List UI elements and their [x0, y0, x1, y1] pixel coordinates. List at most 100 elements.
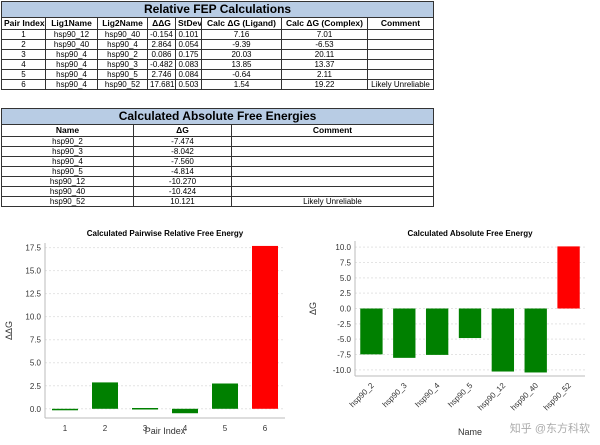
fep-table-cell: hsp90_40 — [97, 29, 148, 40]
x-axis-label: Pair Index — [145, 426, 186, 436]
fep-table-cell: 13.37 — [281, 59, 368, 70]
fep-table-cell: hsp90_3 — [97, 59, 148, 70]
abs-table-cell: Likely Unreliable — [230, 196, 435, 207]
fep-table-cell: 0.503 — [175, 79, 202, 90]
y-tick-label: -7.5 — [337, 351, 351, 360]
fep-table-cell: 7.01 — [281, 29, 368, 40]
y-tick-label: -10.0 — [333, 366, 352, 375]
abs-table-cell — [230, 136, 435, 147]
abs-table-cell — [230, 146, 435, 157]
abs-table-row: hsp90_3 -8.042 — [1, 146, 435, 157]
abs-table-title: Calculated Absolute Free Energies — [0, 108, 435, 125]
y-tick-label: 12.5 — [25, 290, 41, 299]
fep-table-cell: 4 — [1, 59, 46, 70]
abs-table-cell: hsp90_12 — [1, 176, 134, 187]
fep-table-cell: hsp90_5 — [97, 69, 148, 80]
fep-table-cell: 0.175 — [175, 49, 202, 60]
absolute-energy-chart: Calculated Absolute Free Energy 10.0 7.5 5.… — [300, 225, 600, 440]
fep-table-cell — [366, 69, 435, 80]
fep-table-cell: 19.22 — [281, 79, 368, 90]
fep-table-header-cell: StDev — [175, 17, 202, 30]
abs-table-body: hsp90_2 -7.474 hsp90_3 -8.042 hsp90_4 -7.560 h… — [1, 136, 435, 207]
fep-table-row: 2 hsp90_40 hsp90_4 2.864 0.054 -9.39 -6.53 — [1, 39, 435, 50]
fep-table-cell: hsp90_12 — [45, 29, 98, 40]
fep-table-cell: 2 — [1, 39, 46, 50]
fep-table-title: Relative FEP Calculations — [0, 1, 435, 18]
fep-table-cell — [366, 39, 435, 50]
fep-table-cell: 2.11 — [281, 69, 368, 80]
abs-table-cell: hsp90_2 — [1, 136, 134, 147]
x-tick-label: 4 — [183, 424, 188, 433]
bar — [393, 308, 416, 358]
abs-table-row: hsp90_2 -7.474 — [1, 136, 435, 147]
fep-table-cell: 20.03 — [201, 49, 282, 60]
fep-table-cell: -0.154 — [147, 29, 176, 40]
y-tick-label: 5.0 — [340, 274, 352, 283]
bar — [491, 308, 515, 372]
fep-table-cell: hsp90_4 — [45, 79, 98, 90]
fep-table-cell: 13.85 — [201, 59, 282, 70]
chart-title: Calculated Pairwise Relative Free Energy — [87, 229, 244, 238]
abs-table-row: hsp90_52 10.121 Likely Unreliable — [1, 196, 435, 207]
abs-table-cell: hsp90_40 — [1, 186, 134, 197]
abs-table-header-cell: Comment — [230, 124, 435, 137]
fep-table-cell — [366, 29, 435, 40]
abs-table-cell: -7.560 — [133, 156, 232, 167]
fep-table-header-cell: ΔΔG — [147, 17, 176, 30]
fep-table-cell: hsp90_4 — [97, 39, 148, 50]
bar — [252, 245, 278, 409]
y-tick-label: 5.0 — [30, 359, 42, 368]
fep-table-cell: hsp90_2 — [97, 49, 148, 60]
bar — [360, 308, 383, 355]
x-tick-label: hsp90_4 — [413, 381, 441, 409]
x-tick-label: hsp90_12 — [476, 381, 508, 413]
fep-table-cell: 0.083 — [175, 59, 202, 70]
pairwise-relative-chart-svg: Calculated Pairwise Relative Free Energy… — [4, 229, 285, 436]
fep-table-cell: hsp90_4 — [45, 69, 98, 80]
y-tick-label: 15.0 — [25, 267, 41, 276]
y-axis-label: ΔΔG — [4, 321, 14, 340]
fep-table-cell: 1 — [1, 29, 46, 40]
x-tick-label: hsp90_3 — [381, 381, 409, 409]
abs-table-cell: -7.474 — [133, 136, 232, 147]
abs-table-cell: -10.270 — [133, 176, 232, 187]
fep-table-cell: Likely Unreliable — [366, 79, 435, 90]
abs-table-cell: -10.424 — [133, 186, 232, 197]
fep-table-row: 4 hsp90_4 hsp90_3 -0.482 0.083 13.85 13.37 — [1, 59, 435, 70]
abs-table-cell: hsp90_52 — [1, 196, 134, 207]
fep-table-row: 5 hsp90_4 hsp90_5 2.746 0.084 -0.64 2.11 — [1, 69, 435, 80]
x-axis-label: Name — [458, 427, 482, 437]
bar — [52, 408, 78, 411]
x-tick-label: 3 — [143, 424, 148, 433]
bar — [425, 308, 449, 355]
fep-table-row: 1 hsp90_12 hsp90_40 -0.154 0.101 7.16 7.01 — [1, 29, 435, 40]
fep-table-header-cell: Calc ΔG (Complex) — [281, 17, 368, 30]
abs-table-row: hsp90_40 -10.424 — [1, 186, 435, 197]
x-tick-label: hsp90_5 — [446, 381, 474, 409]
watermark-text: 知乎 @东方科软 — [509, 423, 590, 435]
fep-table-row: 6 hsp90_4 hsp90_52 17.681 0.503 1.54 19.22 Like… — [1, 79, 435, 90]
y-tick-label: 2.5 — [30, 382, 42, 391]
fep-table-cell — [366, 59, 435, 70]
abs-table-row: hsp90_4 -7.560 — [1, 156, 435, 167]
abs-table-cell: -4.814 — [133, 166, 232, 177]
fep-table-cell: hsp90_40 — [45, 39, 98, 50]
abs-table-header-row: Name ΔG Comment — [1, 124, 435, 137]
x-tick-label: 2 — [103, 424, 108, 433]
fep-table-cell: 20.11 — [281, 49, 368, 60]
chart-title: Calculated Absolute Free Energy — [407, 229, 533, 238]
fep-table-cell: -0.64 — [201, 69, 282, 80]
bar — [132, 407, 158, 410]
fep-table-cell: 3 — [1, 49, 46, 60]
abs-table-header-cell: ΔG — [133, 124, 232, 137]
abs-table-cell: hsp90_5 — [1, 166, 134, 177]
fep-table-header-cell: Lig2Name — [97, 17, 148, 30]
fep-table-cell: -6.53 — [281, 39, 368, 50]
bar — [557, 246, 580, 309]
fep-table-cell — [366, 49, 435, 60]
fep-table-cell: hsp90_4 — [45, 49, 98, 60]
x-tick-label: hsp90_40 — [509, 381, 541, 413]
bar — [212, 383, 238, 409]
fep-table-cell: hsp90_4 — [45, 59, 98, 70]
abs-table-row: hsp90_12 -10.270 — [1, 176, 435, 187]
